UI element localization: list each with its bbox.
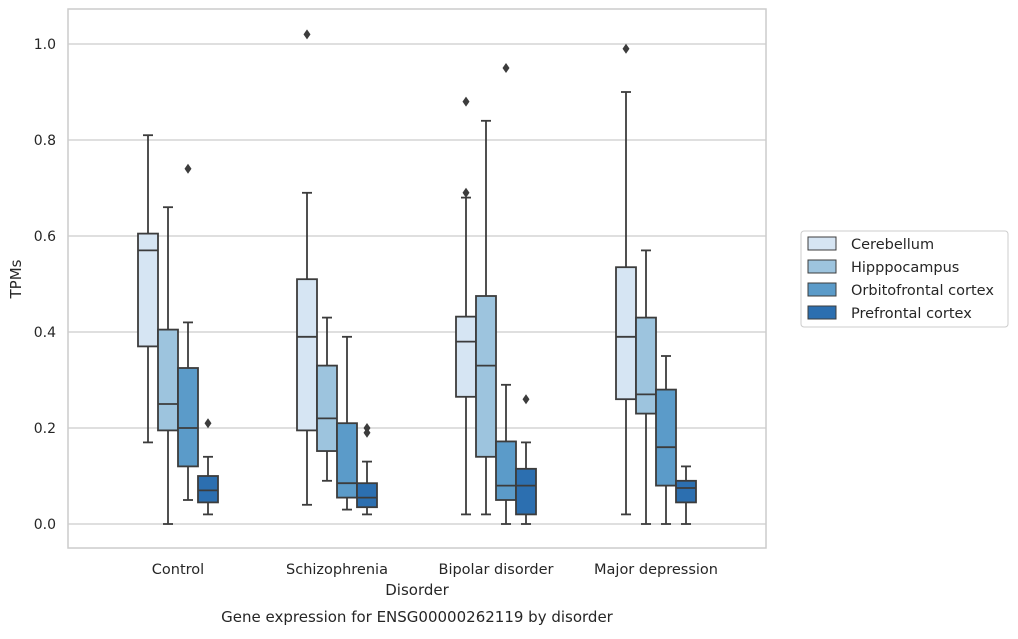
box-1-3: [635, 249, 657, 525]
x-tick-label: Schizophrenia: [286, 562, 388, 578]
box-3-2: [515, 394, 537, 525]
box-iqr: [137, 232, 159, 348]
box-iqr: [495, 440, 517, 501]
box-0-2: [455, 96, 477, 516]
outlier-point: [184, 163, 192, 174]
outlier-point: [303, 29, 311, 40]
box-iqr: [475, 295, 497, 458]
box-iqr: [316, 364, 338, 452]
legend-swatch: [807, 305, 837, 320]
plot-area-frame: [67, 8, 767, 549]
box-iqr: [675, 479, 697, 504]
legend-label: Prefrontal cortex: [851, 306, 972, 322]
box-2-3: [655, 355, 677, 525]
outlier-point: [622, 43, 630, 54]
box-2-0: [177, 163, 199, 501]
x-axis-ticks: Control Schizophrenia Bipolar disorder Majo…: [152, 562, 718, 578]
box-iqr: [635, 316, 657, 415]
y-axis-ticks: 0.0 0.2 0.4 0.6 0.8 1.0: [34, 37, 56, 533]
y-tick-label: 0.4: [34, 325, 56, 341]
x-axis-label: Disorder: [385, 581, 449, 599]
x-tick-label: Major depression: [594, 562, 718, 578]
chart-caption: Gene expression for ENSG00000262119 by d…: [221, 608, 614, 626]
box-2-2: [495, 63, 517, 525]
box-iqr: [157, 328, 179, 432]
box-1-1: [316, 316, 338, 482]
legend: Cerebellum Hipppocampus Orbitofrontal cort…: [800, 230, 1009, 328]
y-tick-label: 0.8: [34, 133, 56, 149]
box-3-1: [356, 423, 378, 516]
legend-label: Orbitofrontal cortex: [851, 283, 994, 299]
box-1-2: [475, 119, 497, 516]
box-iqr: [296, 278, 318, 432]
box-iqr: [336, 422, 358, 499]
box-0-3: [615, 43, 637, 516]
box-0-1: [296, 29, 318, 506]
y-tick-label: 0.2: [34, 421, 56, 437]
legend-label: Hipppocampus: [851, 260, 959, 276]
legend-label: Cerebellum: [851, 237, 934, 253]
box-3-0: [197, 418, 219, 516]
box-1-0: [157, 206, 179, 525]
outlier-point: [502, 63, 510, 73]
y-axis-label: TPMs: [7, 259, 25, 299]
outlier-point: [522, 394, 530, 405]
outlier-point: [462, 96, 470, 107]
outlier-point: [363, 423, 371, 433]
outlier-point: [462, 187, 470, 198]
box-iqr: [197, 475, 219, 504]
legend-swatch: [807, 236, 837, 251]
legend-items: Cerebellum Hipppocampus Orbitofrontal cort…: [807, 236, 994, 322]
box-iqr: [455, 315, 477, 398]
legend-swatch: [807, 259, 837, 274]
y-tick-label: 0.0: [34, 517, 56, 533]
x-tick-label: Bipolar disorder: [439, 562, 554, 578]
box-iqr: [177, 367, 199, 468]
box-iqr: [615, 266, 637, 401]
y-tick-label: 0.6: [34, 229, 56, 245]
y-tick-label: 1.0: [34, 37, 56, 53]
box-3-3: [675, 465, 697, 525]
box-2-1: [336, 335, 358, 511]
outlier-point: [204, 418, 212, 429]
box-groups: [137, 29, 697, 525]
box-iqr: [356, 482, 378, 509]
box-iqr: [515, 467, 537, 516]
legend-frame: [800, 230, 1009, 328]
legend-swatch: [807, 282, 837, 297]
box-0-0: [137, 134, 159, 444]
box-iqr: [655, 388, 677, 487]
x-tick-label: Control: [152, 562, 204, 578]
